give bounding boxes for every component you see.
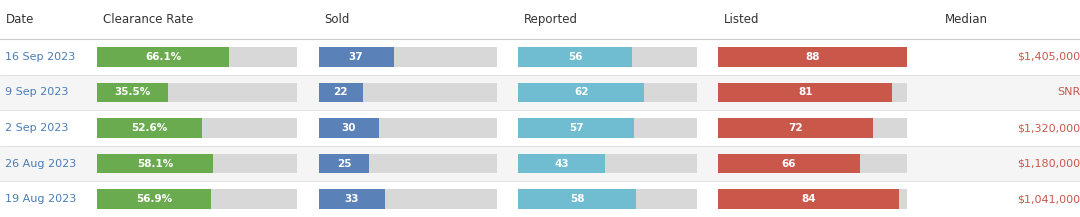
- Bar: [518, 189, 636, 209]
- Bar: [97, 47, 297, 67]
- Bar: [718, 189, 899, 209]
- Text: Sold: Sold: [324, 13, 349, 26]
- Bar: [718, 83, 892, 102]
- Text: 25: 25: [337, 159, 351, 169]
- Bar: [718, 47, 907, 67]
- Bar: [319, 83, 363, 102]
- Text: 33: 33: [345, 194, 360, 204]
- Bar: [518, 154, 697, 173]
- Text: 2 Sep 2023: 2 Sep 2023: [5, 123, 69, 133]
- Bar: [97, 189, 297, 209]
- Text: 58: 58: [570, 194, 584, 204]
- Text: Listed: Listed: [724, 13, 759, 26]
- Text: 57: 57: [569, 123, 583, 133]
- Text: 37: 37: [349, 52, 363, 62]
- Text: Date: Date: [5, 13, 33, 26]
- Bar: [518, 83, 644, 102]
- Bar: [518, 47, 697, 67]
- Bar: [97, 189, 211, 209]
- Text: 22: 22: [334, 87, 348, 97]
- Text: $1,180,000: $1,180,000: [1017, 159, 1080, 169]
- Bar: [0, 110, 1080, 146]
- Bar: [319, 154, 369, 173]
- Text: Clearance Rate: Clearance Rate: [103, 13, 193, 26]
- Bar: [718, 83, 907, 102]
- Bar: [97, 83, 297, 102]
- Text: 72: 72: [788, 123, 802, 133]
- Bar: [319, 83, 497, 102]
- Text: 58.1%: 58.1%: [137, 159, 174, 169]
- Text: Reported: Reported: [524, 13, 578, 26]
- Bar: [718, 118, 907, 138]
- Bar: [97, 118, 202, 138]
- Bar: [718, 47, 907, 67]
- Text: SNR: SNR: [1056, 87, 1080, 97]
- Bar: [718, 154, 907, 173]
- Bar: [518, 118, 634, 138]
- Bar: [518, 154, 606, 173]
- Bar: [0, 39, 1080, 75]
- Text: 56: 56: [568, 52, 582, 62]
- Text: 56.9%: 56.9%: [136, 194, 172, 204]
- Text: 19 Aug 2023: 19 Aug 2023: [5, 194, 77, 204]
- Text: $1,041,000: $1,041,000: [1017, 194, 1080, 204]
- Text: $1,320,000: $1,320,000: [1017, 123, 1080, 133]
- Bar: [97, 118, 297, 138]
- Text: 66: 66: [782, 159, 796, 169]
- Bar: [718, 154, 860, 173]
- Text: 35.5%: 35.5%: [114, 87, 151, 97]
- Text: 30: 30: [341, 123, 356, 133]
- Text: 66.1%: 66.1%: [145, 52, 181, 62]
- Text: 52.6%: 52.6%: [132, 123, 167, 133]
- Bar: [0, 75, 1080, 110]
- Bar: [319, 47, 497, 67]
- Bar: [518, 47, 632, 67]
- Bar: [319, 154, 497, 173]
- Text: 16 Sep 2023: 16 Sep 2023: [5, 52, 76, 62]
- Bar: [319, 118, 379, 138]
- Bar: [319, 189, 497, 209]
- Text: 26 Aug 2023: 26 Aug 2023: [5, 159, 77, 169]
- Text: 84: 84: [801, 194, 815, 204]
- Bar: [518, 118, 697, 138]
- Bar: [518, 83, 697, 102]
- Bar: [0, 146, 1080, 181]
- Text: 62: 62: [573, 87, 589, 97]
- Bar: [97, 47, 229, 67]
- Bar: [319, 189, 386, 209]
- Text: 81: 81: [798, 87, 812, 97]
- Bar: [518, 189, 697, 209]
- Bar: [0, 181, 1080, 217]
- Bar: [319, 118, 497, 138]
- Bar: [97, 83, 168, 102]
- Text: $1,405,000: $1,405,000: [1017, 52, 1080, 62]
- Bar: [97, 154, 297, 173]
- Text: Median: Median: [945, 13, 988, 26]
- Text: 9 Sep 2023: 9 Sep 2023: [5, 87, 69, 97]
- Text: 43: 43: [555, 159, 569, 169]
- Text: 88: 88: [806, 52, 820, 62]
- Bar: [718, 118, 873, 138]
- Bar: [718, 189, 907, 209]
- Bar: [319, 47, 393, 67]
- Bar: [97, 154, 213, 173]
